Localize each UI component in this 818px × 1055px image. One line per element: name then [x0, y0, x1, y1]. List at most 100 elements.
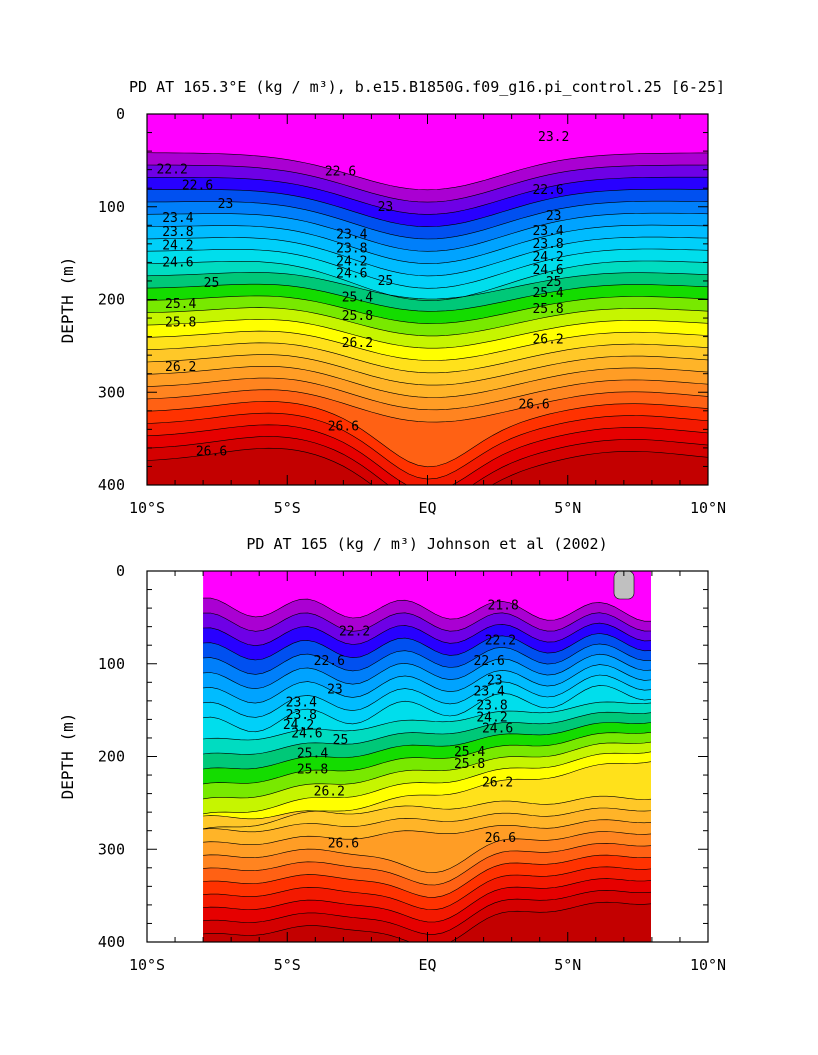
- contour-label: 24.2: [162, 239, 193, 254]
- contour-line: [147, 212, 708, 252]
- contour-label: 26.6: [328, 420, 359, 435]
- contour-line: [147, 447, 708, 485]
- contour-label: 26.2: [342, 336, 373, 351]
- panel-model-ylabel: DEPTH (m): [58, 257, 77, 344]
- contour-label: 23.8: [476, 699, 507, 714]
- contour-label: 26.6: [196, 445, 227, 460]
- y-tick-label: 100: [98, 198, 125, 216]
- contour-label: 23.8: [162, 225, 193, 240]
- contour-label: 22.2: [339, 624, 370, 639]
- contour-label: 26.6: [518, 397, 549, 412]
- contour-line: [203, 732, 651, 785]
- x-tick-label: 10°N: [690, 956, 726, 974]
- x-tick-label: 10°N: [690, 499, 726, 517]
- contour-line: [147, 424, 708, 485]
- contour-label: 24.6: [532, 263, 563, 278]
- panel-observed-field: [203, 571, 651, 942]
- contour-line: [147, 342, 708, 374]
- contour-label: 21.8: [488, 598, 519, 613]
- contour-label: 24.2: [532, 250, 563, 265]
- contour-line: [147, 200, 708, 240]
- contour-label: 23.4: [336, 228, 367, 243]
- contour-label: 25: [546, 275, 562, 290]
- contour-label: 23.4: [474, 685, 505, 700]
- y-tick-label: 400: [98, 933, 125, 951]
- x-tick-label: 5°S: [274, 499, 301, 517]
- panel-model-title: PD AT 165.3°E (kg / m³), b.e15.B1850G.f0…: [129, 78, 725, 96]
- contour-line: [203, 878, 651, 923]
- contour-line: [147, 319, 708, 349]
- contour-label: 22.6: [182, 178, 213, 193]
- panel-observed-title: PD AT 165 (kg / m³) Johnson et al (2002): [246, 535, 607, 553]
- y-tick-label: 300: [98, 840, 125, 858]
- contour-line: [147, 283, 708, 312]
- contour-line: [203, 597, 651, 622]
- contour-line: [147, 176, 708, 215]
- contour-label: 23: [218, 197, 234, 212]
- contour-label: 23.4: [286, 696, 317, 711]
- contour-line: [203, 722, 651, 770]
- contour-label: 23.8: [286, 708, 317, 723]
- contour-line: [147, 330, 708, 361]
- panel-observed-ticks: 10°S 5°S EQ 5°N 10°N 0 100 200 300 400: [98, 562, 726, 974]
- contour-line: [203, 643, 651, 675]
- y-tick-label: 0: [116, 105, 125, 123]
- contour-label: 23.8: [532, 237, 563, 252]
- x-tick-label: 10°S: [129, 499, 165, 517]
- contour-line: [203, 866, 651, 911]
- contour-line: [203, 819, 651, 845]
- contour-label: 25: [333, 733, 349, 748]
- contour-line: [147, 248, 708, 289]
- contour-line: [203, 633, 651, 661]
- contour-label: 25.4: [342, 291, 373, 306]
- contour-label: 23: [327, 683, 343, 698]
- contour-label: 23.4: [532, 224, 563, 239]
- panel-model-field: [147, 114, 708, 485]
- contour-label: 26.2: [532, 332, 563, 347]
- contour-line: [203, 807, 651, 833]
- contour-label: 26.2: [314, 785, 345, 800]
- contour-label: 25.4: [532, 286, 563, 301]
- contour-line: [147, 272, 708, 300]
- contour-label: 25.8: [532, 302, 563, 317]
- contour-line: [147, 188, 708, 228]
- panel-model-contour-labels: 22.222.62323.423.824.224.62525.425.826.2…: [157, 130, 570, 459]
- contour-line: [203, 761, 651, 830]
- contour-line: [147, 377, 708, 411]
- contour-line: [203, 854, 651, 898]
- y-tick-label: 100: [98, 655, 125, 673]
- contour-line: [147, 436, 708, 485]
- contour-line: [147, 164, 708, 203]
- contour-line: [203, 653, 651, 690]
- contour-label: 23.8: [336, 242, 367, 257]
- y-tick-label: 200: [98, 748, 125, 766]
- x-tick-label: 5°N: [554, 499, 581, 517]
- contour-line: [203, 901, 651, 942]
- contour-line: [203, 741, 651, 800]
- contour-label: 22.6: [314, 654, 345, 669]
- panel-model-ticks: 10°S 5°S EQ 5°N 10°N 0 100 200 300 400: [98, 105, 726, 517]
- contour-line: [147, 401, 708, 468]
- contour-label: 25.8: [165, 316, 196, 331]
- contour-label: 26.2: [482, 776, 513, 791]
- contour-line: [203, 795, 651, 820]
- x-tick-label: EQ: [418, 499, 436, 517]
- contour-line: [203, 831, 651, 873]
- contour-label: 24.2: [283, 718, 314, 733]
- contour-label: 22.6: [532, 183, 563, 198]
- y-tick-label: 200: [98, 291, 125, 309]
- contour-line: [147, 152, 708, 191]
- contour-line: [147, 236, 708, 277]
- contour-line: [147, 389, 708, 423]
- panel-observed-ylabel: DEPTH (m): [58, 713, 77, 800]
- contour-label: 22.6: [474, 654, 505, 669]
- contour-label: 23: [546, 209, 562, 224]
- contour-line: [203, 612, 651, 632]
- contour-label: 25: [204, 276, 220, 291]
- contour-label: 26.2: [165, 360, 196, 375]
- contour-line: [203, 622, 651, 646]
- contour-label: 25.4: [297, 747, 328, 762]
- contour-label: 23: [487, 673, 503, 688]
- contour-line: [147, 366, 708, 398]
